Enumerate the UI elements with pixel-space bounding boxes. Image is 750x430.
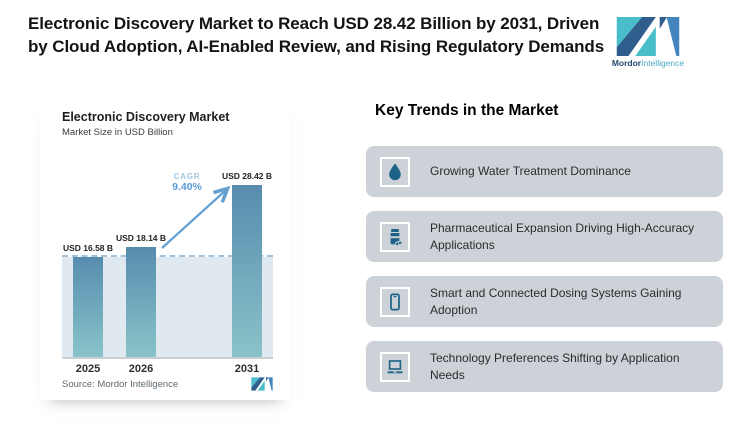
- bar-value-label: USD 16.58 B: [62, 243, 114, 253]
- x-tick-label: 2031: [234, 363, 260, 375]
- x-tick-label: 2026: [128, 363, 154, 375]
- logo-wordmark: MordorIntelligence: [611, 58, 685, 68]
- key-trends-heading: Key Trends in the Market: [375, 102, 559, 119]
- cagr-annotation: CAGR 9.40%: [156, 172, 218, 193]
- bar-2031: [232, 185, 262, 357]
- trend-icon-box: [380, 351, 410, 382]
- x-axis-line: [62, 357, 273, 359]
- trend-icon-box: [380, 156, 410, 187]
- mordor-intelligence-logo: MordorIntelligence: [611, 16, 685, 68]
- growth-arrow-icon: [161, 100, 273, 249]
- bar-2026: [126, 247, 156, 357]
- page-title: Electronic Discovery Market to Reach USD…: [28, 14, 605, 56]
- x-tick-label: 2025: [75, 363, 101, 375]
- trend-icon-box: [380, 286, 410, 317]
- chart-subtitle: Market Size in USD Billion: [62, 127, 173, 138]
- trend-text: Technology Preferences Shifting by Appli…: [430, 351, 680, 382]
- reference-dashed-line: [62, 255, 273, 257]
- bar-value-label: USD 18.14 B: [115, 233, 167, 243]
- trend-card-technology-preferences: Technology Preferences Shifting by Appli…: [366, 341, 723, 392]
- trend-card-smart-dosing: Smart and Connected Dosing Systems Gaini…: [366, 276, 723, 327]
- trend-card-water-treatment: Growing Water Treatment Dominance: [366, 146, 723, 197]
- pill-bottle-icon: [390, 228, 403, 246]
- chart-title: Electronic Discovery Market: [62, 110, 230, 124]
- smartphone-icon: [390, 293, 400, 310]
- trend-text: Pharmaceutical Expansion Driving High-Ac…: [430, 221, 695, 252]
- logo-text-mordor: Mordor: [611, 58, 642, 68]
- logo-text-intelligence: Intelligence: [641, 58, 685, 68]
- water-drop-icon: [389, 163, 401, 180]
- bar-chart: CAGR 9.40% USD 16.58 B USD 18.14 B USD 2…: [62, 100, 273, 375]
- trend-text: Smart and Connected Dosing Systems Gaini…: [430, 286, 682, 317]
- trend-card-pharmaceutical: Pharmaceutical Expansion Driving High-Ac…: [366, 211, 723, 262]
- trend-text: Growing Water Treatment Dominance: [430, 164, 631, 179]
- cagr-label: CAGR: [173, 172, 201, 181]
- mordor-logo-mark-icon: [616, 16, 680, 57]
- market-chart-panel: Electronic Discovery Market Market Size …: [40, 100, 290, 400]
- bar-2025: [73, 257, 103, 357]
- source-attribution: Source: Mordor Intelligence: [62, 378, 179, 390]
- laptop-icon: [387, 359, 403, 373]
- bar-value-label: USD 28.42 B: [221, 171, 273, 181]
- trend-icon-box: [380, 221, 410, 252]
- key-trends-panel: Growing Water Treatment Dominance Pharma…: [366, 146, 723, 392]
- cagr-value: 9.40%: [172, 181, 202, 193]
- chart-source-row: Source: Mordor Intelligence: [62, 377, 273, 391]
- mordor-logo-mini-icon: [251, 377, 273, 391]
